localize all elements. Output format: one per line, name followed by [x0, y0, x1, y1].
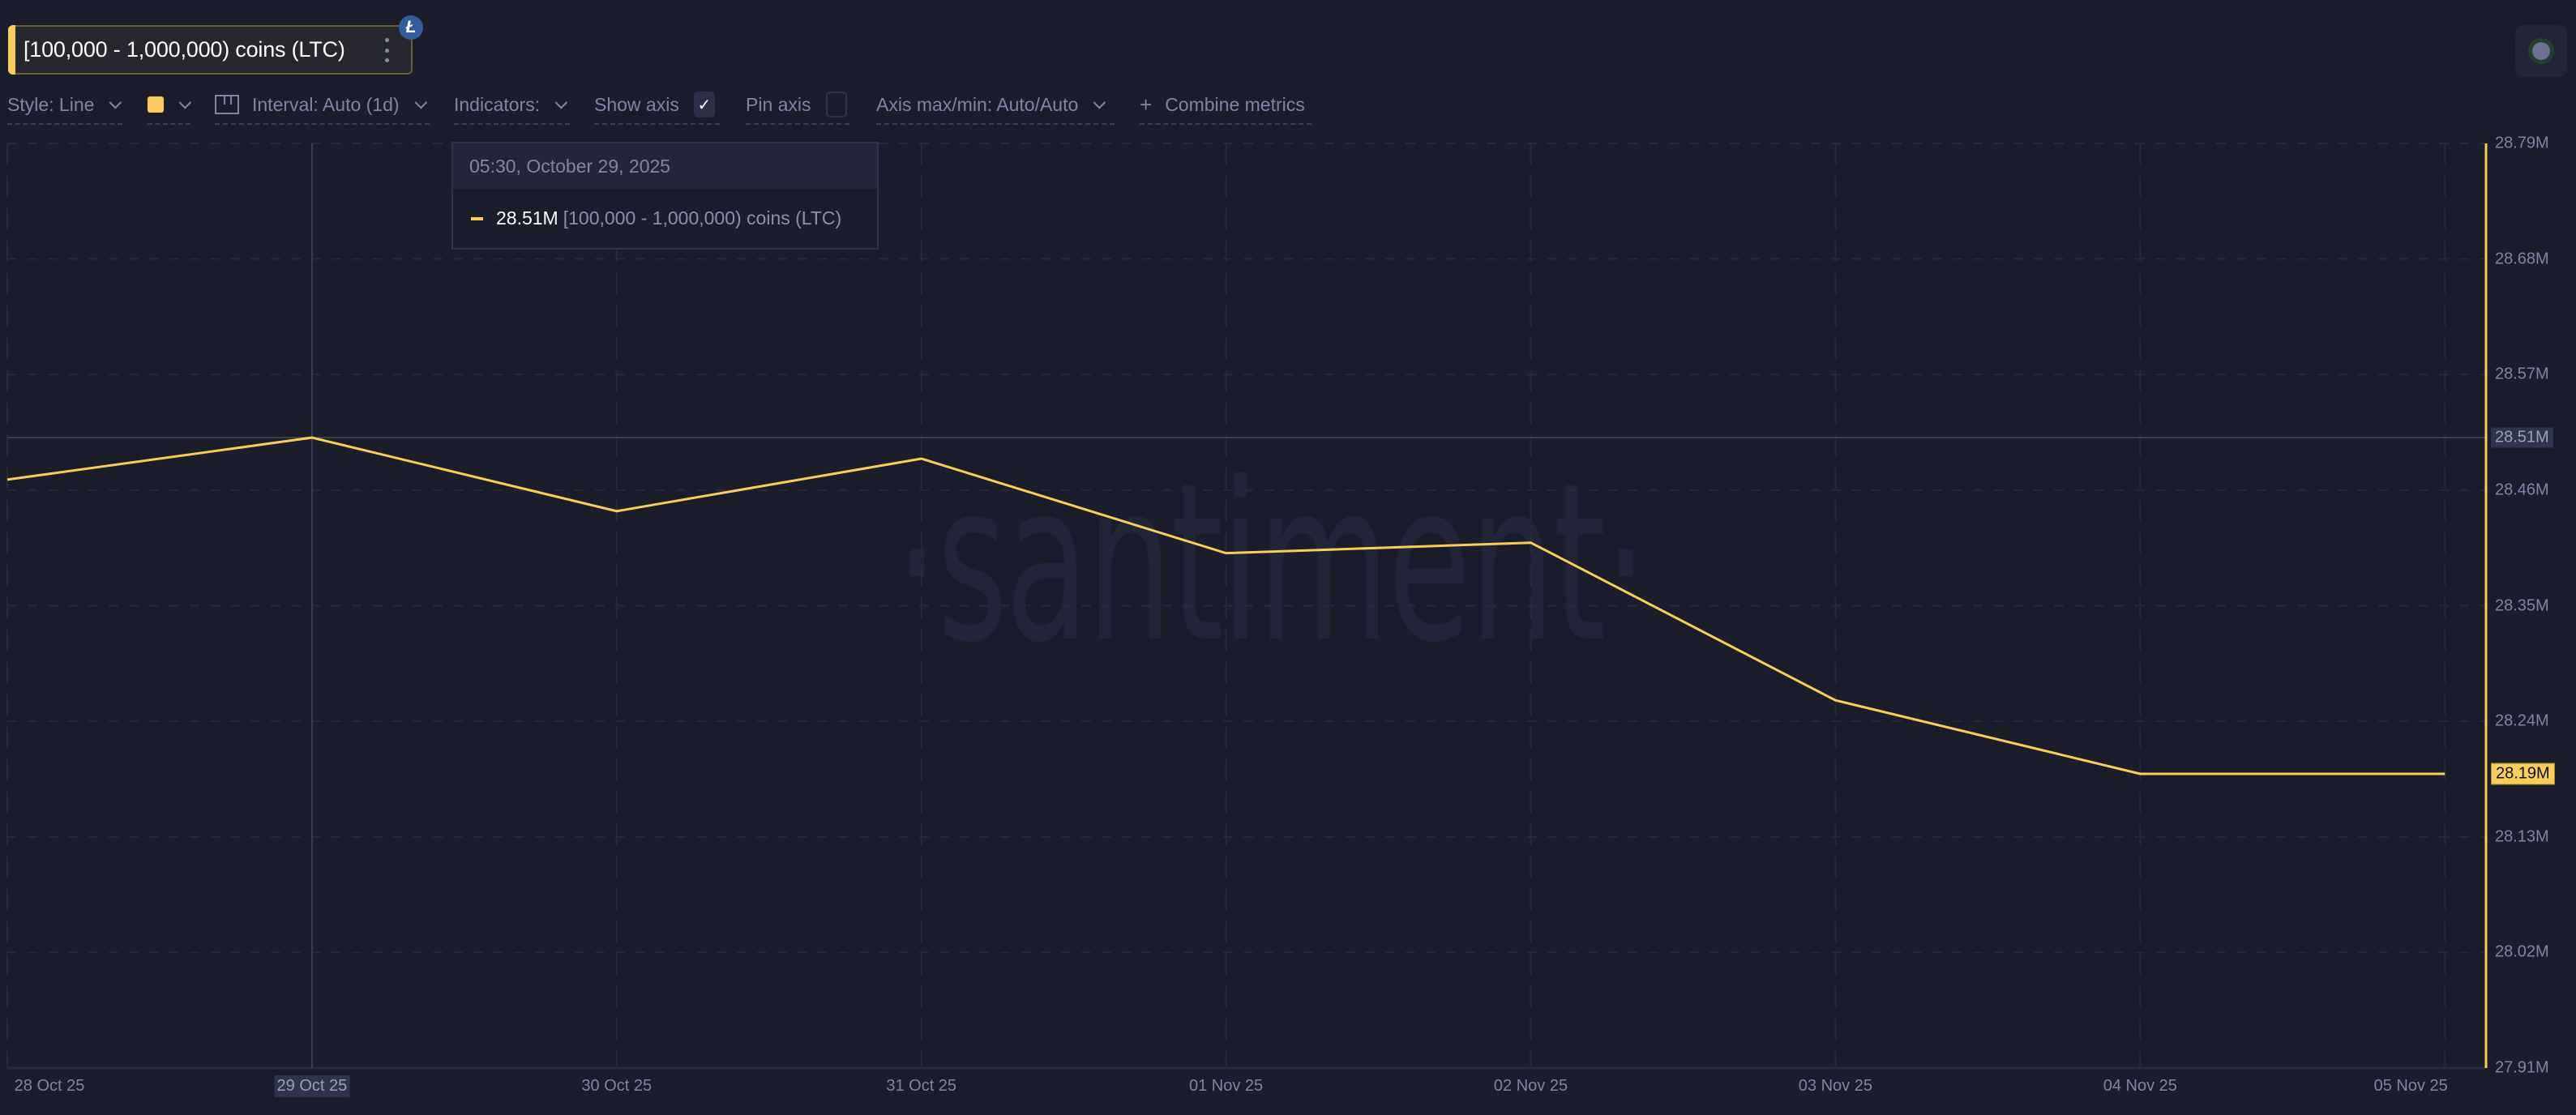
- interval-label: Interval: Auto (1d): [252, 93, 400, 115]
- metric-chip[interactable]: [100,000 - 1,000,000) coins (LTC): [8, 25, 413, 75]
- chevron-down-icon: [178, 96, 192, 109]
- chevron-down-icon: [109, 96, 122, 109]
- y-tick-label: 28.35M: [2495, 596, 2549, 614]
- x-tick-label: 01 Nov 25: [1189, 1077, 1264, 1095]
- status-button[interactable]: [2515, 25, 2567, 77]
- status-dot-icon: [2528, 38, 2554, 64]
- combine-metrics-label: Combine metrics: [1165, 93, 1305, 115]
- chevron-down-icon: [414, 96, 427, 109]
- x-tick-label: 30 Oct 25: [581, 1077, 653, 1095]
- last-value-label: 28.19M: [2491, 763, 2555, 785]
- chevron-down-icon: [1093, 96, 1106, 109]
- x-tick-label: 03 Nov 25: [1798, 1077, 1872, 1095]
- chevron-down-icon: [554, 96, 568, 109]
- metric-color-accent: [8, 25, 15, 75]
- pin-axis-checkbox[interactable]: [825, 92, 847, 117]
- metric-label: [100,000 - 1,000,000) coins (LTC): [24, 37, 345, 62]
- style-dropdown[interactable]: Style: Line: [7, 88, 122, 125]
- y-tick-label: 28.79M: [2495, 134, 2549, 152]
- y-tick-label: 27.91M: [2495, 1058, 2549, 1077]
- series-color-icon: [471, 216, 483, 220]
- indicators-label: Indicators:: [454, 93, 541, 115]
- show-axis-checkbox[interactable]: ✓: [693, 92, 715, 117]
- y-tick-label: 28.24M: [2495, 711, 2549, 730]
- tooltip-datetime: 05:30, October 29, 2025: [453, 143, 877, 189]
- tooltip-row: 28.51M [100,000 - 1,000,000) coins (LTC): [453, 189, 877, 248]
- combine-metrics-button[interactable]: + Combine metrics: [1140, 88, 1312, 125]
- show-axis-label: Show axis: [594, 93, 679, 115]
- chart-tooltip: 05:30, October 29, 2025 28.51M [100,000 …: [451, 142, 879, 250]
- axis-maxmin-dropdown[interactable]: Axis max/min: Auto/Auto: [876, 88, 1115, 125]
- kebab-menu-icon[interactable]: [381, 38, 392, 62]
- x-tick-label: 31 Oct 25: [886, 1077, 957, 1095]
- x-tick-label: 02 Nov 25: [1493, 1077, 1568, 1095]
- chart-toolbar: Style: Line Interval: Auto (1d) Indicato…: [0, 88, 1378, 128]
- tooltip-series-name: [100,000 - 1,000,000) coins (LTC): [563, 207, 842, 229]
- interval-dropdown[interactable]: Interval: Auto (1d): [215, 88, 430, 125]
- y-tick-label: 28.13M: [2495, 827, 2549, 846]
- litecoin-icon: Ł: [399, 15, 423, 40]
- pin-axis-label: Pin axis: [746, 93, 811, 115]
- crosshair-y-label: 28.51M: [2491, 427, 2553, 448]
- axis-maxmin-label: Axis max/min: Auto/Auto: [876, 93, 1079, 115]
- y-tick-label: 28.68M: [2495, 250, 2549, 268]
- y-tick-label: 28.57M: [2495, 365, 2549, 383]
- show-axis-toggle[interactable]: Show axis ✓: [594, 88, 720, 125]
- y-tick-label: 28.46M: [2495, 481, 2549, 499]
- pin-axis-toggle[interactable]: Pin axis: [746, 88, 849, 125]
- x-tick-label: 04 Nov 25: [2103, 1077, 2177, 1095]
- y-tick-label: 28.02M: [2495, 942, 2549, 961]
- indicators-dropdown[interactable]: Indicators:: [454, 88, 570, 125]
- plus-icon: +: [1140, 92, 1153, 117]
- x-tick-label: 05 Nov 25: [2373, 1077, 2448, 1095]
- x-tick-label: 28 Oct 25: [14, 1077, 85, 1095]
- interval-icon: [215, 95, 239, 114]
- color-swatch: [148, 96, 164, 113]
- style-label: Style: Line: [7, 93, 95, 115]
- color-dropdown[interactable]: [148, 88, 192, 125]
- x-tick-label: 29 Oct 25: [274, 1075, 350, 1097]
- tooltip-value: 28.51M: [496, 207, 558, 229]
